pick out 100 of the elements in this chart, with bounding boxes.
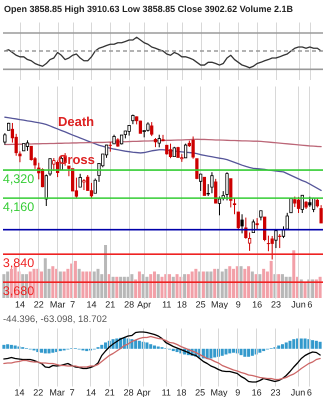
candlestick: [131, 114, 135, 125]
bar: [228, 348, 232, 354]
x-tick-label: 14: [86, 388, 96, 398]
x-tick-label: 28: [124, 388, 134, 398]
bar: [51, 266, 54, 298]
candlestick: [316, 198, 319, 208]
bar: [40, 272, 44, 298]
bar: [300, 279, 303, 298]
x-tick-label: 9: [235, 388, 240, 398]
bar: [258, 274, 262, 298]
candlestick: [206, 184, 210, 197]
candlestick: [120, 134, 124, 146]
candlestick: [199, 173, 202, 192]
x-tick-label: 6: [307, 300, 312, 310]
bar: [250, 348, 254, 356]
candlestick: [293, 196, 296, 208]
bar: [270, 260, 273, 298]
bar: [277, 346, 280, 349]
x-tick-label: 18: [176, 388, 186, 398]
bar: [149, 274, 152, 298]
bar: [122, 276, 126, 298]
x-tick-label: Apr: [136, 388, 151, 398]
ref-line-label: 3,840: [2, 256, 34, 270]
bar: [112, 276, 115, 298]
candlestick: [274, 228, 278, 249]
candlestick: [44, 174, 48, 207]
candlestick: [191, 136, 195, 160]
bar: [228, 266, 232, 298]
bar: [152, 272, 156, 298]
candlestick: [78, 173, 82, 188]
bar: [190, 272, 194, 298]
bar: [176, 274, 179, 298]
bar: [74, 260, 77, 298]
bar: [100, 344, 104, 349]
bar: [250, 272, 254, 298]
candlestick: [168, 143, 172, 159]
bar: [58, 272, 62, 298]
x-tick-label: May: [210, 388, 228, 398]
bar: [160, 276, 164, 298]
bar: [14, 346, 17, 349]
bar: [284, 276, 288, 298]
bar: [243, 348, 246, 357]
bar: [288, 276, 292, 298]
bar: [247, 348, 250, 357]
bar: [62, 272, 66, 298]
text: -44.396, -63.098, 18.702: [3, 314, 108, 325]
ref-line-label: 4,160: [2, 200, 34, 214]
bar: [92, 272, 96, 298]
bar: [96, 268, 100, 298]
bar: [152, 346, 156, 349]
x-tick-label: 14: [14, 300, 25, 310]
x-tick-label: 25: [195, 388, 206, 398]
bar: [10, 344, 13, 349]
bar: [318, 342, 322, 349]
bar: [134, 340, 138, 349]
candlestick: [308, 196, 312, 208]
bar: [138, 340, 141, 349]
x-tick-label: 22: [33, 388, 44, 398]
candlestick: [138, 120, 142, 134]
x-tick-label: 14: [86, 300, 96, 310]
bar: [247, 266, 250, 298]
bar: [243, 268, 246, 298]
x-tick-label: Jun: [290, 388, 306, 398]
bar: [202, 272, 205, 298]
bar: [311, 279, 314, 298]
x-tick-label: 25: [196, 300, 206, 310]
bar: [280, 274, 284, 298]
bar: [44, 258, 47, 298]
bar: [220, 272, 224, 298]
x-tick-label: 22: [34, 300, 44, 310]
bar: [156, 346, 160, 349]
x-tick-label: 23: [270, 300, 281, 310]
bar: [213, 268, 216, 298]
x-tick-label: 16: [252, 388, 262, 398]
bar: [224, 268, 228, 298]
bar: [304, 282, 307, 298]
bar: [314, 340, 318, 349]
bar: [284, 342, 288, 349]
bar: [240, 266, 243, 298]
bar: [145, 276, 148, 298]
bar: [149, 344, 152, 349]
bar: [44, 348, 47, 354]
candlestick: [240, 214, 244, 234]
x-tick-label: May: [210, 300, 228, 310]
bar: [138, 272, 141, 298]
bar: [119, 276, 122, 298]
candlestick: [225, 172, 229, 201]
candlestick: [82, 178, 86, 191]
ref-line-label: 4,320: [2, 172, 34, 186]
bar: [277, 274, 280, 298]
candlestick: [202, 176, 206, 196]
x-tick-label: 7: [70, 388, 75, 398]
candlestick: [127, 124, 131, 136]
bar: [176, 348, 179, 352]
bar: [224, 348, 228, 354]
x-tick-label: 28: [124, 300, 134, 310]
bar: [78, 268, 81, 298]
candlestick: [112, 134, 116, 144]
bar: [206, 272, 209, 298]
bar: [240, 348, 243, 356]
